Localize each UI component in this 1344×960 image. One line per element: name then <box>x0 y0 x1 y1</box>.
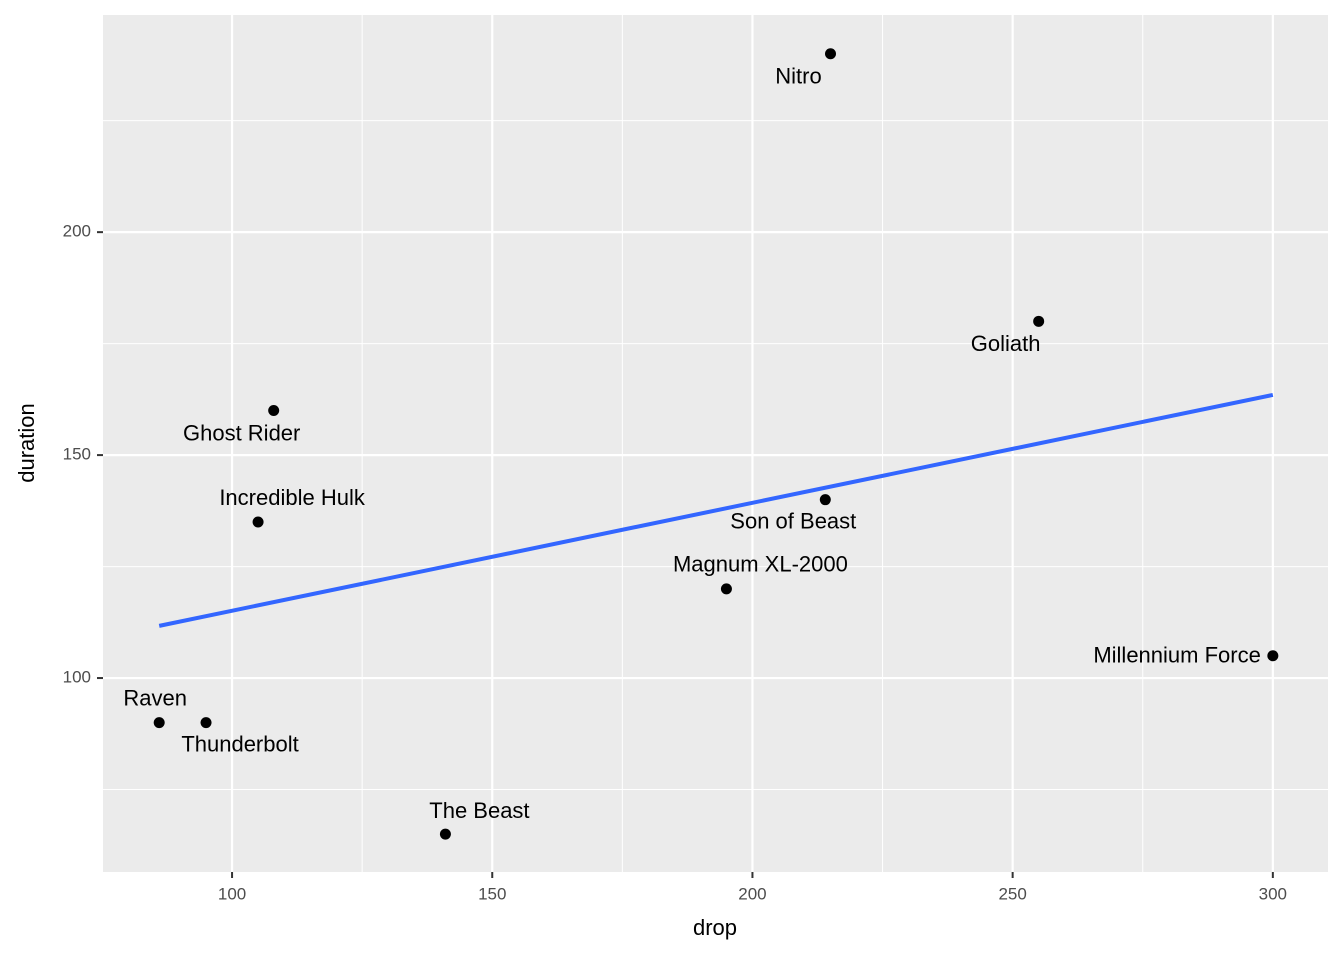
point <box>720 583 732 595</box>
point <box>153 717 165 729</box>
x-tick-label: 250 <box>998 884 1026 903</box>
point-label: Son of Beast <box>730 508 856 533</box>
y-axis-title: duration <box>14 403 39 483</box>
point <box>252 516 264 528</box>
trend-line <box>158 392 1274 628</box>
point-label: Raven <box>123 685 187 710</box>
point-label: Incredible Hulk <box>219 485 366 510</box>
x-tick-label: 150 <box>478 884 506 903</box>
point-label: Millennium Force <box>1093 643 1261 668</box>
x-tick-label: 200 <box>738 884 766 903</box>
x-axis-title: drop <box>693 915 737 940</box>
point-label: Ghost Rider <box>183 420 300 445</box>
point-label: Nitro <box>775 64 821 89</box>
point <box>200 717 212 729</box>
y-tick-label: 100 <box>63 668 91 687</box>
y-tick-label: 150 <box>63 445 91 464</box>
point <box>825 48 837 60</box>
x-tick-label: 100 <box>218 884 246 903</box>
point <box>1033 315 1045 327</box>
point <box>1267 650 1279 662</box>
x-tick-label: 300 <box>1259 884 1287 903</box>
point-label: Thunderbolt <box>181 731 298 756</box>
panel <box>103 15 1328 872</box>
point-label: Magnum XL-2000 <box>673 552 848 577</box>
point <box>268 405 280 417</box>
point-label: The Beast <box>429 798 529 823</box>
point <box>439 828 451 840</box>
y-tick-label: 200 <box>63 222 91 241</box>
point-label: Goliath <box>971 331 1041 356</box>
point <box>819 494 831 506</box>
